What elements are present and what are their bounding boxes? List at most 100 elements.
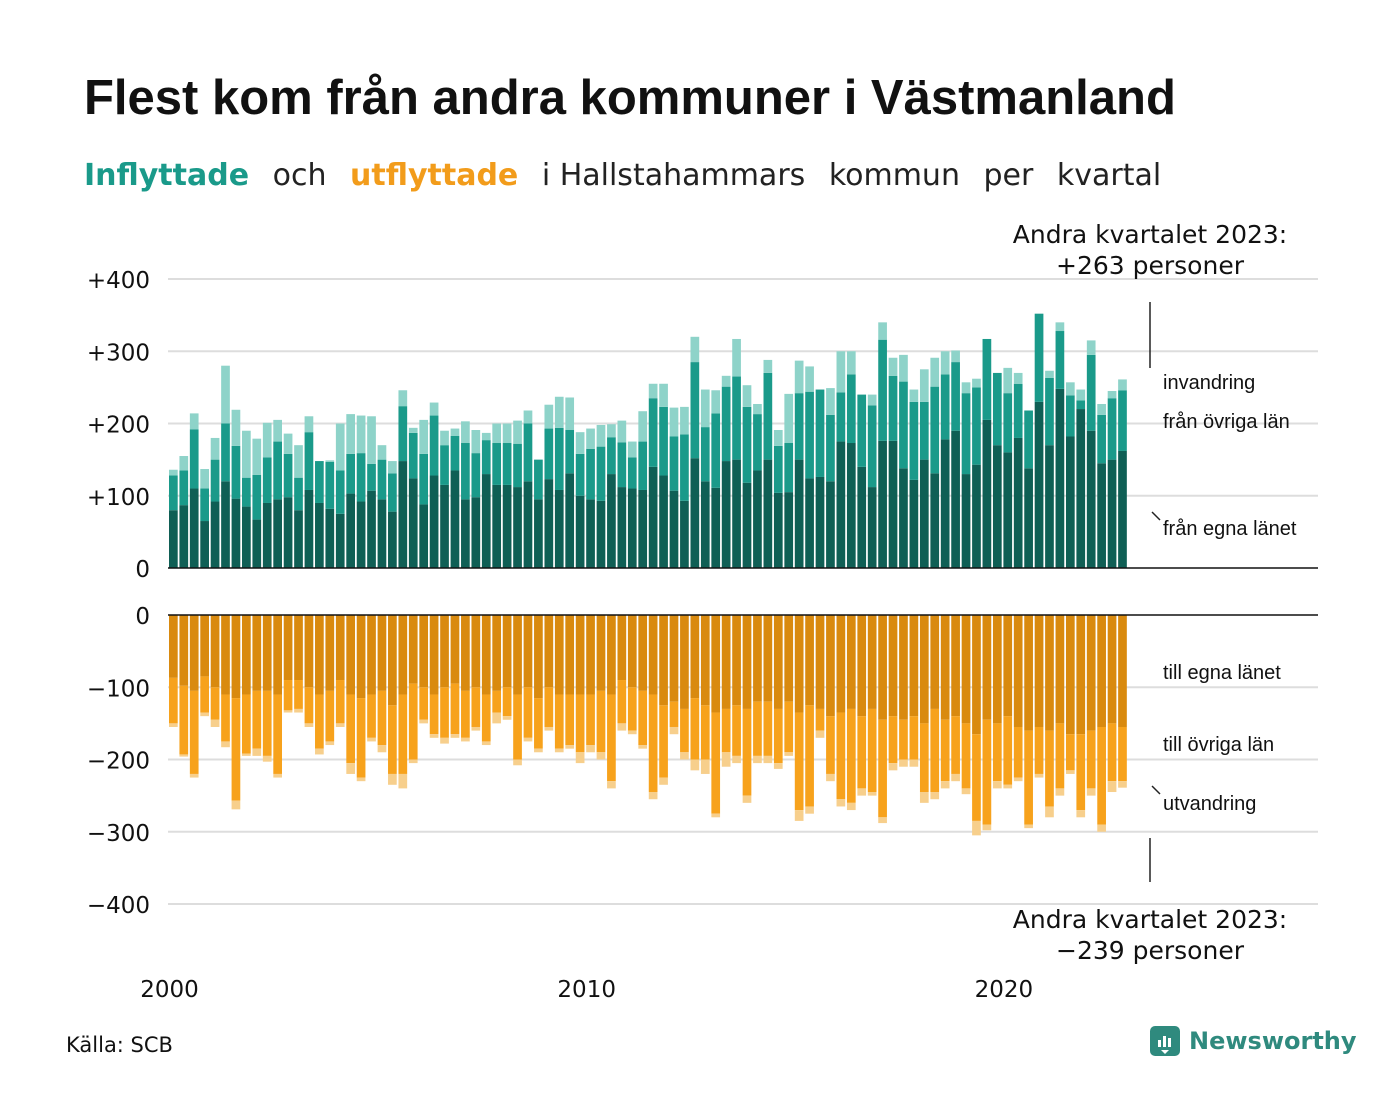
bar-out-emigration xyxy=(732,755,741,764)
bar-in-other-counties xyxy=(961,393,971,475)
top-y-tick-label: +200 xyxy=(87,413,150,439)
bar-out-own-county xyxy=(367,615,376,695)
bar-in-own-county xyxy=(1003,452,1013,568)
bar-out-own-county xyxy=(586,615,595,695)
bar-out-other-counties xyxy=(554,694,564,749)
bar-in-other-counties xyxy=(878,339,887,441)
bar-out-other-counties xyxy=(242,694,251,754)
bar-out-own-county xyxy=(221,615,230,695)
bar-in-own-county xyxy=(690,458,700,568)
bar-in-other-counties xyxy=(252,474,262,520)
bar-out-own-county xyxy=(481,615,491,695)
bar-out-emigration xyxy=(930,792,940,800)
chart-axes xyxy=(168,567,1318,616)
bar-in-immigration xyxy=(930,357,940,387)
label-utvandring: utvandring xyxy=(1163,793,1256,815)
bar-in-other-counties xyxy=(502,443,512,485)
bar-out-emigration xyxy=(1065,770,1075,774)
bar-in-own-county xyxy=(231,498,241,568)
bar-in-own-county xyxy=(398,461,408,568)
bar-out-other-counties xyxy=(221,694,230,742)
bar-in-immigration xyxy=(669,407,679,437)
bar-in-other-counties xyxy=(273,441,282,500)
bar-out-own-county xyxy=(1065,615,1075,735)
bar-out-own-county xyxy=(867,615,877,709)
bar-in-immigration xyxy=(169,469,178,476)
bar-in-other-counties xyxy=(231,445,241,499)
subtitle-kommun: kommun xyxy=(828,158,960,193)
bar-in-own-county xyxy=(961,474,971,568)
bar-in-own-county xyxy=(440,484,449,568)
bar-in-immigration xyxy=(440,430,449,446)
bar-in-immigration xyxy=(1076,389,1086,401)
bar-in-other-counties xyxy=(356,453,366,502)
bar-in-own-county xyxy=(408,478,418,568)
bar-in-immigration xyxy=(221,365,230,424)
bar-out-own-county xyxy=(930,615,940,709)
bar-out-other-counties xyxy=(711,712,721,814)
bar-in-other-counties xyxy=(909,401,919,480)
bar-out-emigration xyxy=(1055,788,1065,796)
bar-in-other-counties xyxy=(836,392,846,442)
bar-out-other-counties xyxy=(513,694,522,760)
bar-out-other-counties xyxy=(1107,723,1117,782)
bar-in-immigration xyxy=(784,393,794,444)
bar-out-other-counties xyxy=(534,698,543,749)
bar-in-immigration xyxy=(805,366,814,392)
bar-out-emigration xyxy=(627,730,637,735)
bar-out-emigration xyxy=(961,788,971,795)
bar-out-emigration xyxy=(982,824,992,831)
bar-out-emigration xyxy=(878,817,887,824)
bar-out-other-counties xyxy=(680,708,689,753)
bar-out-emigration xyxy=(169,723,178,727)
bar-out-other-counties xyxy=(648,694,658,793)
x-tick-label: 2000 xyxy=(140,977,199,1003)
bar-in-other-counties xyxy=(648,398,658,467)
bar-out-own-county xyxy=(826,615,835,717)
bar-out-other-counties xyxy=(419,687,429,720)
bar-in-other-counties xyxy=(815,389,825,477)
bar-out-other-counties xyxy=(1024,730,1033,825)
bar-out-emigration xyxy=(899,759,908,767)
bar-in-own-county xyxy=(763,459,773,568)
bar-in-immigration xyxy=(1045,370,1054,378)
bar-out-other-counties xyxy=(335,680,345,724)
bar-out-other-counties xyxy=(398,694,408,774)
bar-in-immigration xyxy=(252,438,262,475)
bar-out-other-counties xyxy=(523,687,533,738)
bar-in-immigration xyxy=(961,382,971,394)
bar-out-other-counties xyxy=(461,690,470,738)
bar-in-own-county xyxy=(1076,409,1086,568)
bar-in-immigration xyxy=(367,416,376,464)
bar-out-own-county xyxy=(982,615,992,720)
bar-out-own-county xyxy=(607,615,616,695)
bar-in-other-counties xyxy=(440,445,449,485)
bar-in-own-county xyxy=(888,440,898,568)
bar-out-emigration xyxy=(992,781,1002,789)
bar-in-own-county xyxy=(659,475,668,568)
bar-in-other-counties xyxy=(471,453,481,498)
bar-out-emigration xyxy=(388,773,397,785)
bar-in-immigration xyxy=(408,427,418,433)
bar-in-immigration xyxy=(502,423,512,444)
bar-out-own-county xyxy=(815,615,825,709)
bar-in-other-counties xyxy=(1086,354,1096,431)
bar-out-other-counties xyxy=(753,701,762,756)
bar-out-other-counties xyxy=(617,680,627,724)
bar-in-other-counties xyxy=(794,393,804,460)
bar-in-immigration xyxy=(231,409,241,446)
bar-in-own-county xyxy=(377,499,387,568)
bar-out-own-county xyxy=(972,615,981,735)
bar-in-immigration xyxy=(492,423,502,444)
bar-out-own-county xyxy=(471,615,481,688)
bar-in-immigration xyxy=(648,383,658,399)
bar-in-immigration xyxy=(1097,403,1106,415)
bar-out-other-counties xyxy=(690,698,700,760)
bar-out-own-county xyxy=(398,615,408,695)
bar-out-emigration xyxy=(805,806,814,814)
bar-in-other-counties xyxy=(742,406,752,483)
bar-out-emigration xyxy=(440,737,449,744)
bar-in-other-counties xyxy=(294,477,303,511)
bar-out-other-counties xyxy=(763,701,773,756)
bar-in-own-county xyxy=(680,500,689,568)
